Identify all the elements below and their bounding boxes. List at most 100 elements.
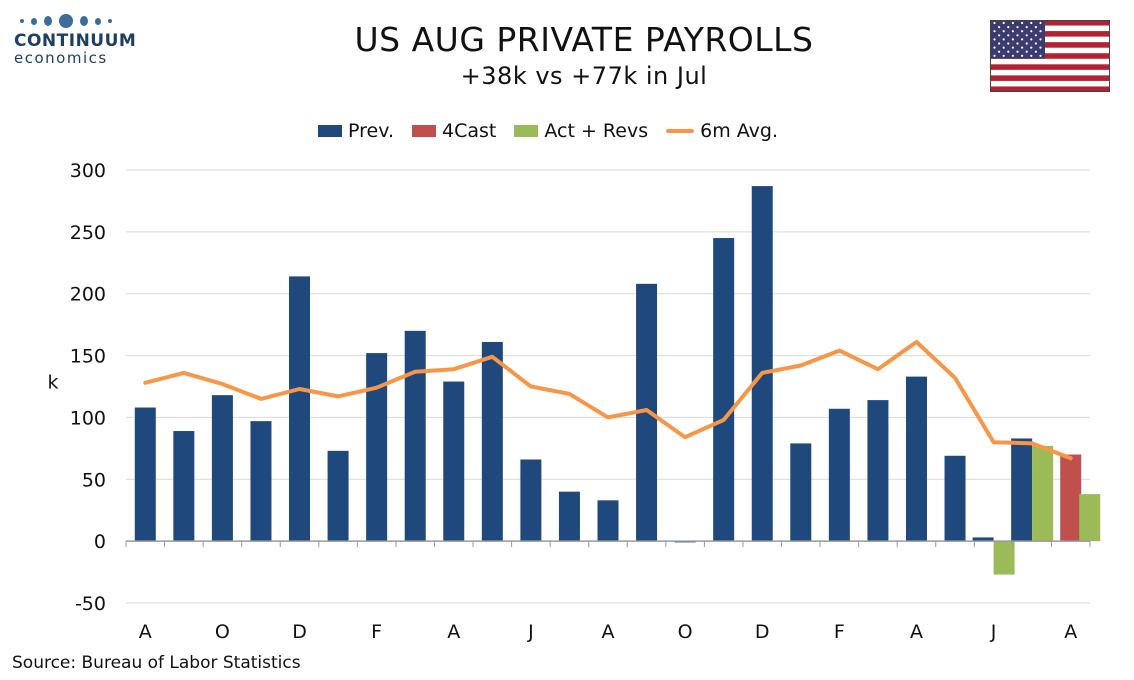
legend-label-prev: Prev.: [348, 120, 395, 142]
flag-star: [1025, 50, 1028, 53]
y-tick-label: 100: [70, 407, 106, 429]
y-tick-label: 200: [70, 284, 106, 306]
flag-star: [1016, 50, 1019, 53]
source-note: Source: Bureau of Labor Statistics: [12, 653, 301, 673]
x-tick-label: A: [139, 621, 152, 643]
x-tick-label: J: [990, 621, 997, 643]
legend-item-prev: Prev.: [318, 120, 394, 142]
flag-star: [1007, 50, 1010, 53]
flag-star: [998, 50, 1001, 53]
bar-prev: [443, 381, 465, 542]
flag-star: [1016, 26, 1019, 29]
flag-star: [1025, 34, 1028, 37]
bar-prev: [250, 421, 272, 542]
us-flag-icon: [990, 20, 1110, 92]
x-tick-label: D: [292, 621, 307, 643]
bar-prev: [1011, 438, 1033, 542]
y-tick-label: 250: [70, 222, 106, 244]
bar-prev: [713, 238, 735, 542]
x-tick-label: A: [910, 621, 923, 643]
flag-star: [1011, 21, 1014, 25]
flag-star: [993, 21, 996, 25]
bar-prev: [828, 408, 850, 542]
flag-star: [1030, 21, 1033, 25]
x-tick-label: J: [527, 621, 534, 643]
bar-prev: [867, 400, 889, 542]
legend-item-actual: Act + Revs: [514, 120, 648, 142]
x-tick-label: O: [215, 621, 230, 643]
legend-label-actual: Act + Revs: [544, 120, 649, 142]
flag-star: [1016, 34, 1019, 37]
y-tick-label: 0: [94, 531, 106, 553]
bar-prev: [211, 395, 233, 542]
flag-star: [998, 34, 1001, 37]
logo-name: CONTINUUM: [14, 31, 137, 51]
x-tick-label: F: [371, 621, 382, 643]
legend-item-avg: 6m Avg.: [666, 120, 778, 142]
x-tick-label: A: [447, 621, 460, 643]
legend-swatch-forecast: [412, 125, 437, 137]
bar-prev: [972, 537, 994, 542]
series-line-6m-avg: [143, 340, 1073, 461]
flag-star: [1039, 21, 1042, 25]
legend-label-forecast: 4Cast: [442, 120, 497, 142]
flag-star: [1039, 46, 1042, 49]
legend-swatch-actual: [514, 125, 539, 137]
flag-star: [993, 46, 996, 49]
bar-prev: [558, 491, 580, 542]
bar-prev: [134, 407, 156, 542]
flag-star: [993, 54, 996, 57]
bar-prev: [636, 283, 658, 542]
flag-star: [1030, 46, 1033, 49]
bar-prev: [905, 376, 927, 542]
chart-legend: Prev. 4Cast Act + Revs 6m Avg.: [318, 120, 796, 142]
bar-actual: [993, 541, 1015, 575]
bar-actual: [1032, 445, 1054, 542]
chart-subtitle: +38k vs +77k in Jul: [460, 62, 708, 90]
flag-star: [993, 38, 996, 41]
flag-star: [998, 42, 1001, 45]
bar-prev: [790, 443, 812, 542]
bar-forecast: [1060, 454, 1082, 542]
y-tick-label: 50: [82, 469, 106, 491]
bar-prev: [520, 459, 542, 542]
flag-star: [1011, 46, 1014, 49]
flag-star: [1034, 26, 1037, 29]
flag-star: [1030, 30, 1033, 33]
flag-star: [1011, 54, 1014, 57]
flag-star: [1002, 21, 1005, 25]
company-logo: CONTINUUM economics: [14, 14, 137, 67]
flag-star: [1021, 21, 1024, 25]
flag-star: [1002, 54, 1005, 57]
legend-label-avg: 6m Avg.: [700, 120, 778, 142]
flag-star: [1030, 38, 1033, 41]
bar-prev: [404, 330, 426, 542]
x-tick-label: D: [755, 621, 770, 643]
bar-prev: [944, 455, 966, 542]
flag-star: [1011, 38, 1014, 41]
bar-prev: [327, 450, 349, 542]
flag-star: [1034, 50, 1037, 53]
logo-subtitle: economics: [14, 49, 108, 67]
flag-star: [1002, 30, 1005, 33]
flag-star: [1007, 42, 1010, 45]
flag-star: [1021, 38, 1024, 41]
flag-star: [993, 30, 996, 33]
flag-star: [1039, 54, 1042, 57]
legend-swatch-prev: [318, 125, 342, 137]
flag-star: [1034, 34, 1037, 37]
flag-star: [1016, 42, 1019, 45]
y-axis-label: k: [47, 372, 58, 394]
bar-prev: [289, 276, 311, 542]
legend-item-forecast: 4Cast: [412, 120, 496, 142]
x-tick-label: A: [602, 621, 615, 643]
flag-star: [1021, 30, 1024, 33]
y-tick-label: -50: [75, 593, 106, 615]
x-tick-label: O: [678, 621, 693, 643]
bar-actual: [1079, 494, 1101, 542]
flag-star: [1039, 30, 1042, 33]
flag-star: [1025, 26, 1028, 29]
y-tick-label: 150: [70, 346, 106, 368]
bar-prev: [597, 500, 619, 542]
